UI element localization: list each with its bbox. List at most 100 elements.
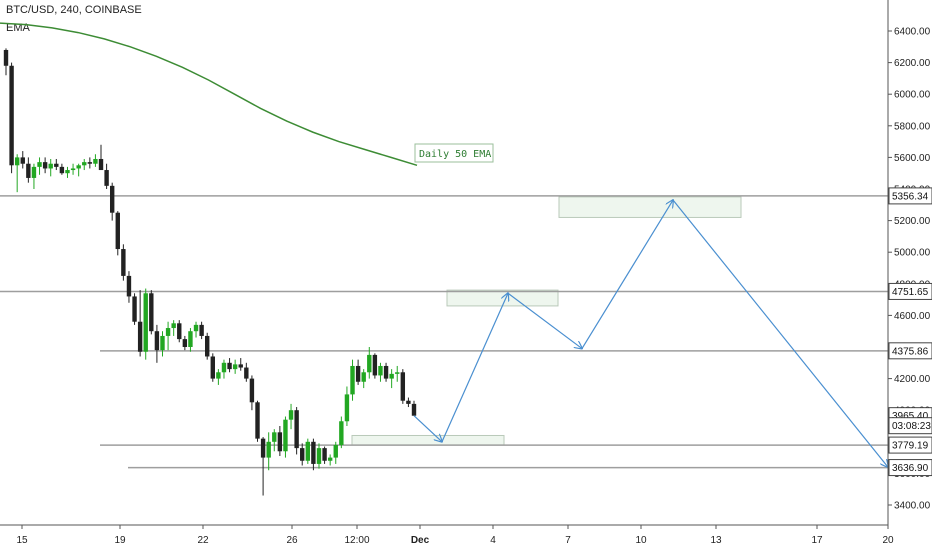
candle-body — [82, 162, 87, 166]
candle-body — [383, 365, 389, 379]
candle — [249, 375, 255, 411]
candle-body — [322, 448, 327, 461]
candle-body — [221, 362, 227, 373]
candle-body — [350, 365, 355, 395]
candle — [199, 321, 204, 340]
candle — [216, 369, 221, 385]
candle-body — [87, 162, 93, 164]
y-tick-label: 6400.00 — [894, 27, 931, 38]
candle — [104, 163, 109, 189]
chart-title: BTC/USD, 240, COINBASE — [6, 4, 142, 16]
candle — [149, 290, 154, 335]
candle — [193, 321, 199, 338]
candle-body — [411, 403, 417, 416]
candle — [294, 407, 299, 455]
candle — [227, 358, 232, 373]
candle — [355, 359, 361, 385]
candle — [31, 163, 37, 189]
candle — [238, 358, 243, 371]
candle-body — [121, 249, 126, 276]
candle — [266, 432, 271, 471]
annotation-text: Daily 50 EMA — [419, 149, 491, 160]
candle — [137, 290, 143, 357]
candle — [171, 320, 176, 336]
y-tick-label: 5000.00 — [894, 248, 931, 259]
candle-body — [70, 168, 76, 171]
x-tick-label: 7 — [565, 535, 571, 546]
price-tag — [888, 459, 932, 477]
projection-zones — [351, 196, 742, 446]
candle — [82, 158, 87, 171]
support-resistance-levels — [0, 195, 888, 469]
candle — [244, 362, 249, 382]
candle-body — [333, 444, 338, 458]
candle — [210, 353, 215, 382]
candle-body — [149, 293, 154, 332]
candle — [344, 386, 350, 426]
candle — [98, 144, 104, 171]
candle-body — [182, 339, 188, 347]
x-tick-label: 15 — [16, 535, 28, 546]
candle-body — [355, 365, 361, 382]
candle — [232, 359, 238, 374]
candle-body — [154, 331, 160, 351]
candle — [93, 154, 98, 167]
candle-body — [372, 354, 378, 376]
candle — [411, 400, 417, 416]
candle-body — [395, 372, 400, 374]
price-tag-label: 3779.19 — [892, 441, 929, 452]
projection-path — [413, 199, 888, 467]
x-tick-label: 22 — [197, 535, 209, 546]
candle-body — [344, 394, 350, 422]
candle-body — [400, 372, 406, 401]
projection-segment — [672, 199, 888, 467]
candle — [165, 321, 171, 351]
candle-body — [238, 364, 243, 368]
candle — [9, 62, 14, 174]
x-tick-label: 20 — [882, 535, 894, 546]
candle — [3, 48, 9, 76]
price-tag-label: 03:08:23 — [892, 421, 931, 432]
candle-body — [294, 410, 299, 449]
y-tick-label: 4600.00 — [894, 311, 931, 322]
candle-body — [255, 402, 260, 439]
candle-body — [93, 158, 98, 164]
price-tag — [888, 342, 932, 360]
candle-body — [260, 438, 266, 458]
candle-body — [406, 400, 411, 404]
candle-body — [316, 448, 322, 464]
candle-body — [143, 293, 148, 352]
candle-body — [42, 162, 48, 169]
candle-body — [288, 410, 294, 420]
candle-body — [76, 165, 81, 169]
candle-body — [137, 321, 143, 352]
candle — [283, 416, 288, 458]
target-zone — [558, 196, 742, 218]
candle-body — [389, 373, 394, 379]
x-tick-label: 12:00 — [344, 535, 369, 546]
candle — [121, 244, 126, 281]
ema-curve — [0, 22, 418, 167]
candle — [400, 369, 406, 404]
candle-body — [48, 163, 53, 169]
y-tick-label: 5800.00 — [894, 121, 931, 132]
candle — [87, 157, 93, 169]
candle-body — [232, 364, 238, 370]
price-tag-label: 4375.86 — [892, 346, 929, 357]
candle — [132, 293, 137, 325]
candle — [177, 320, 182, 343]
ema-line — [0, 22, 418, 167]
candle — [305, 438, 311, 464]
candle-body — [227, 362, 232, 370]
price-tag-label: 3965.40 — [892, 411, 929, 422]
candle-body — [160, 335, 165, 351]
projection-segment — [441, 293, 508, 443]
candle-body — [339, 421, 344, 445]
candle-body — [216, 372, 221, 379]
candle-body — [98, 158, 104, 171]
candle — [205, 332, 210, 360]
candle-body — [205, 335, 210, 357]
candle — [350, 359, 355, 401]
candle-body — [31, 166, 37, 178]
